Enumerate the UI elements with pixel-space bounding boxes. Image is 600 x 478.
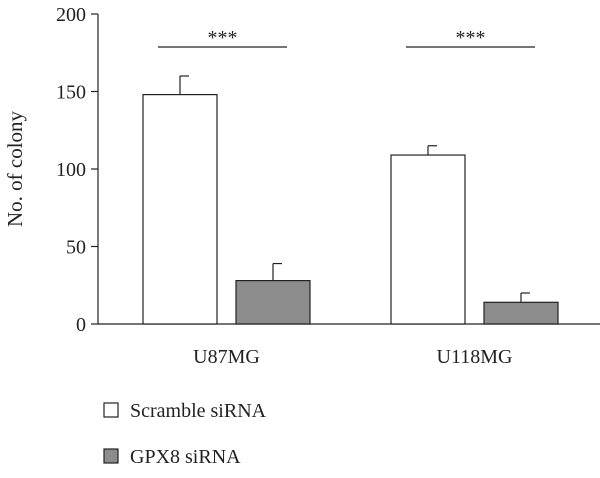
y-tick-label: 100	[56, 159, 86, 181]
x-tick-label: U87MG	[193, 346, 260, 368]
y-axis-label-group: No. of colony	[3, 110, 27, 227]
bars	[142, 75, 559, 325]
y-tick-label: 150	[56, 82, 86, 104]
bar	[235, 280, 311, 325]
axes: 0 50 100 150 200	[56, 4, 600, 336]
bar	[483, 301, 559, 325]
y-tick-label: 200	[56, 4, 86, 26]
y-axis-label: No. of colony	[3, 110, 27, 227]
legend-swatch	[103, 402, 119, 418]
bar	[390, 154, 466, 325]
significance-label: ***	[456, 27, 486, 49]
legend: Scramble siRNA GPX8 siRNA	[103, 400, 267, 468]
legend-swatch	[103, 448, 119, 464]
bar	[142, 93, 218, 325]
y-tick-label: 50	[66, 237, 86, 259]
x-tick-labels: U87MG U118MG	[193, 346, 512, 368]
legend-label: GPX8 siRNA	[130, 446, 241, 468]
significance-markers: *** ***	[158, 27, 535, 49]
y-tick-label: 0	[76, 314, 86, 336]
x-tick-label: U118MG	[437, 346, 513, 368]
legend-label: Scramble siRNA	[130, 400, 267, 422]
significance-label: ***	[208, 27, 238, 49]
